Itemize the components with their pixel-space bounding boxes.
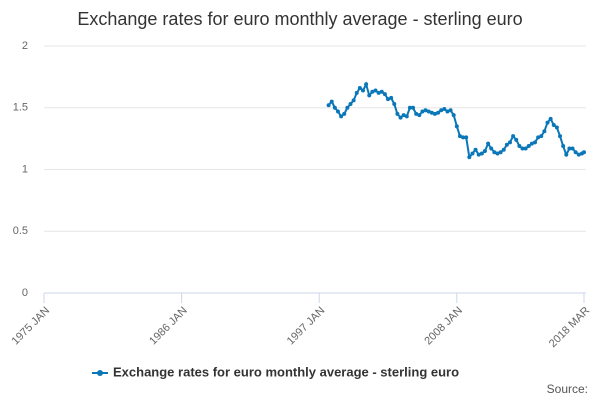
point xyxy=(564,152,569,157)
point xyxy=(376,90,381,95)
point xyxy=(539,134,544,139)
point xyxy=(495,151,500,156)
chart-title: Exchange rates for euro monthly average … xyxy=(77,9,522,29)
point xyxy=(432,111,437,116)
point xyxy=(379,89,384,94)
point xyxy=(548,116,553,121)
point xyxy=(373,88,378,93)
point xyxy=(461,135,466,140)
point xyxy=(439,108,444,113)
point xyxy=(342,111,347,116)
point xyxy=(354,90,359,95)
point xyxy=(467,155,472,160)
point xyxy=(423,108,428,113)
point xyxy=(514,137,519,142)
point xyxy=(554,125,559,130)
point xyxy=(457,134,462,139)
point xyxy=(395,111,400,116)
point xyxy=(529,141,534,146)
point xyxy=(479,151,484,156)
point xyxy=(567,146,572,151)
point xyxy=(442,106,447,111)
point xyxy=(370,89,375,94)
point xyxy=(326,103,331,108)
x-tick-label: 2008 JAN xyxy=(422,305,465,348)
x-tick-label: 1986 JAN xyxy=(147,305,190,348)
point xyxy=(576,152,581,157)
point xyxy=(348,102,353,107)
point xyxy=(389,95,394,100)
point xyxy=(498,150,503,155)
point xyxy=(486,141,491,146)
y-tick-label: 1 xyxy=(22,163,28,175)
legend-label: Exchange rates for euro monthly average … xyxy=(113,364,459,379)
point xyxy=(454,124,459,129)
point xyxy=(582,150,586,155)
point xyxy=(357,85,362,90)
point xyxy=(470,151,475,156)
point xyxy=(526,144,531,149)
point xyxy=(417,113,422,118)
x-tick-label: 1997 JAN xyxy=(285,305,328,348)
point xyxy=(573,150,578,155)
point xyxy=(507,140,512,145)
point xyxy=(482,148,487,153)
point xyxy=(517,144,522,149)
point xyxy=(558,134,563,139)
source-label: Source: xyxy=(547,382,588,396)
point xyxy=(523,146,528,151)
point xyxy=(351,98,356,103)
legend-marker xyxy=(97,370,103,376)
point xyxy=(392,102,397,107)
point xyxy=(360,88,365,93)
y-tick-label: 2 xyxy=(22,40,28,52)
point xyxy=(511,134,516,139)
point xyxy=(533,140,538,145)
point xyxy=(520,146,525,151)
point xyxy=(364,82,369,87)
point xyxy=(398,115,403,120)
point xyxy=(492,150,497,155)
point xyxy=(401,113,406,118)
series-line xyxy=(327,81,585,160)
x-tick-label: 1975 JAN xyxy=(10,305,53,348)
point xyxy=(451,113,456,118)
point xyxy=(545,120,550,125)
point xyxy=(489,146,494,151)
point xyxy=(329,99,334,104)
y-tick-label: 1.5 xyxy=(13,102,28,114)
point xyxy=(561,144,566,149)
point xyxy=(501,147,506,152)
point xyxy=(542,129,547,134)
point xyxy=(536,135,541,140)
point xyxy=(476,152,481,157)
point xyxy=(504,142,509,147)
point xyxy=(386,97,391,102)
point xyxy=(429,110,434,115)
point xyxy=(339,114,344,119)
point xyxy=(448,108,453,113)
point xyxy=(426,109,431,114)
point xyxy=(345,105,350,110)
point xyxy=(332,105,337,110)
point xyxy=(445,109,450,114)
point xyxy=(411,105,416,110)
y-tick-label: 0 xyxy=(22,287,28,299)
point xyxy=(436,110,441,115)
point xyxy=(464,135,469,140)
point xyxy=(407,105,412,110)
y-tick-label: 0.5 xyxy=(13,225,28,237)
point xyxy=(367,93,372,98)
x-tick-label: 2018 MAR xyxy=(547,305,592,350)
point xyxy=(570,146,575,151)
point xyxy=(404,114,409,119)
point xyxy=(414,111,419,116)
point xyxy=(335,109,340,114)
point xyxy=(382,92,387,97)
point xyxy=(420,109,425,114)
point xyxy=(551,123,556,128)
point xyxy=(473,147,478,152)
